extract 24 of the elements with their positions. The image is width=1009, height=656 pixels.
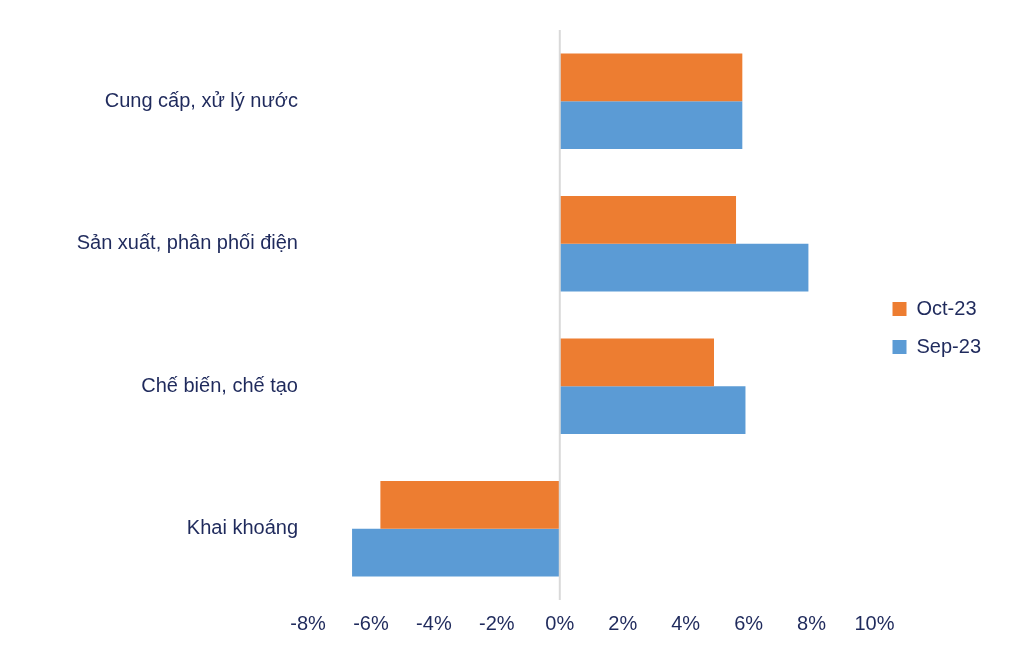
bar	[559, 196, 737, 244]
y-tick-label: Sản xuất, phân phối điện	[76, 231, 298, 254]
x-tick-label: 0%	[545, 611, 575, 634]
x-tick-label: -2%	[479, 611, 515, 634]
x-tick-label: -6%	[353, 611, 389, 634]
x-tick-label: 2%	[608, 611, 638, 634]
x-tick-label: -8%	[290, 611, 326, 634]
bar	[559, 53, 743, 102]
bar	[559, 338, 714, 387]
x-tick-label: 10%	[854, 611, 895, 634]
x-tick-label: 8%	[797, 611, 827, 634]
bar	[559, 101, 743, 149]
y-tick-label: Cung cấp, xử lý nước	[104, 88, 298, 111]
legend-label: Sep-23	[916, 334, 982, 357]
bar	[380, 481, 560, 529]
y-tick-label: Khai khoáng	[186, 516, 298, 539]
bar	[352, 528, 560, 577]
y-tick-label: Chế biến, chế tạo	[141, 373, 298, 396]
legend-label: Oct-23	[916, 296, 977, 319]
x-tick-label: 4%	[671, 611, 701, 634]
bar	[559, 243, 809, 292]
bar	[559, 386, 746, 434]
x-tick-label: 6%	[734, 611, 764, 634]
x-tick-label: -4%	[416, 611, 452, 634]
